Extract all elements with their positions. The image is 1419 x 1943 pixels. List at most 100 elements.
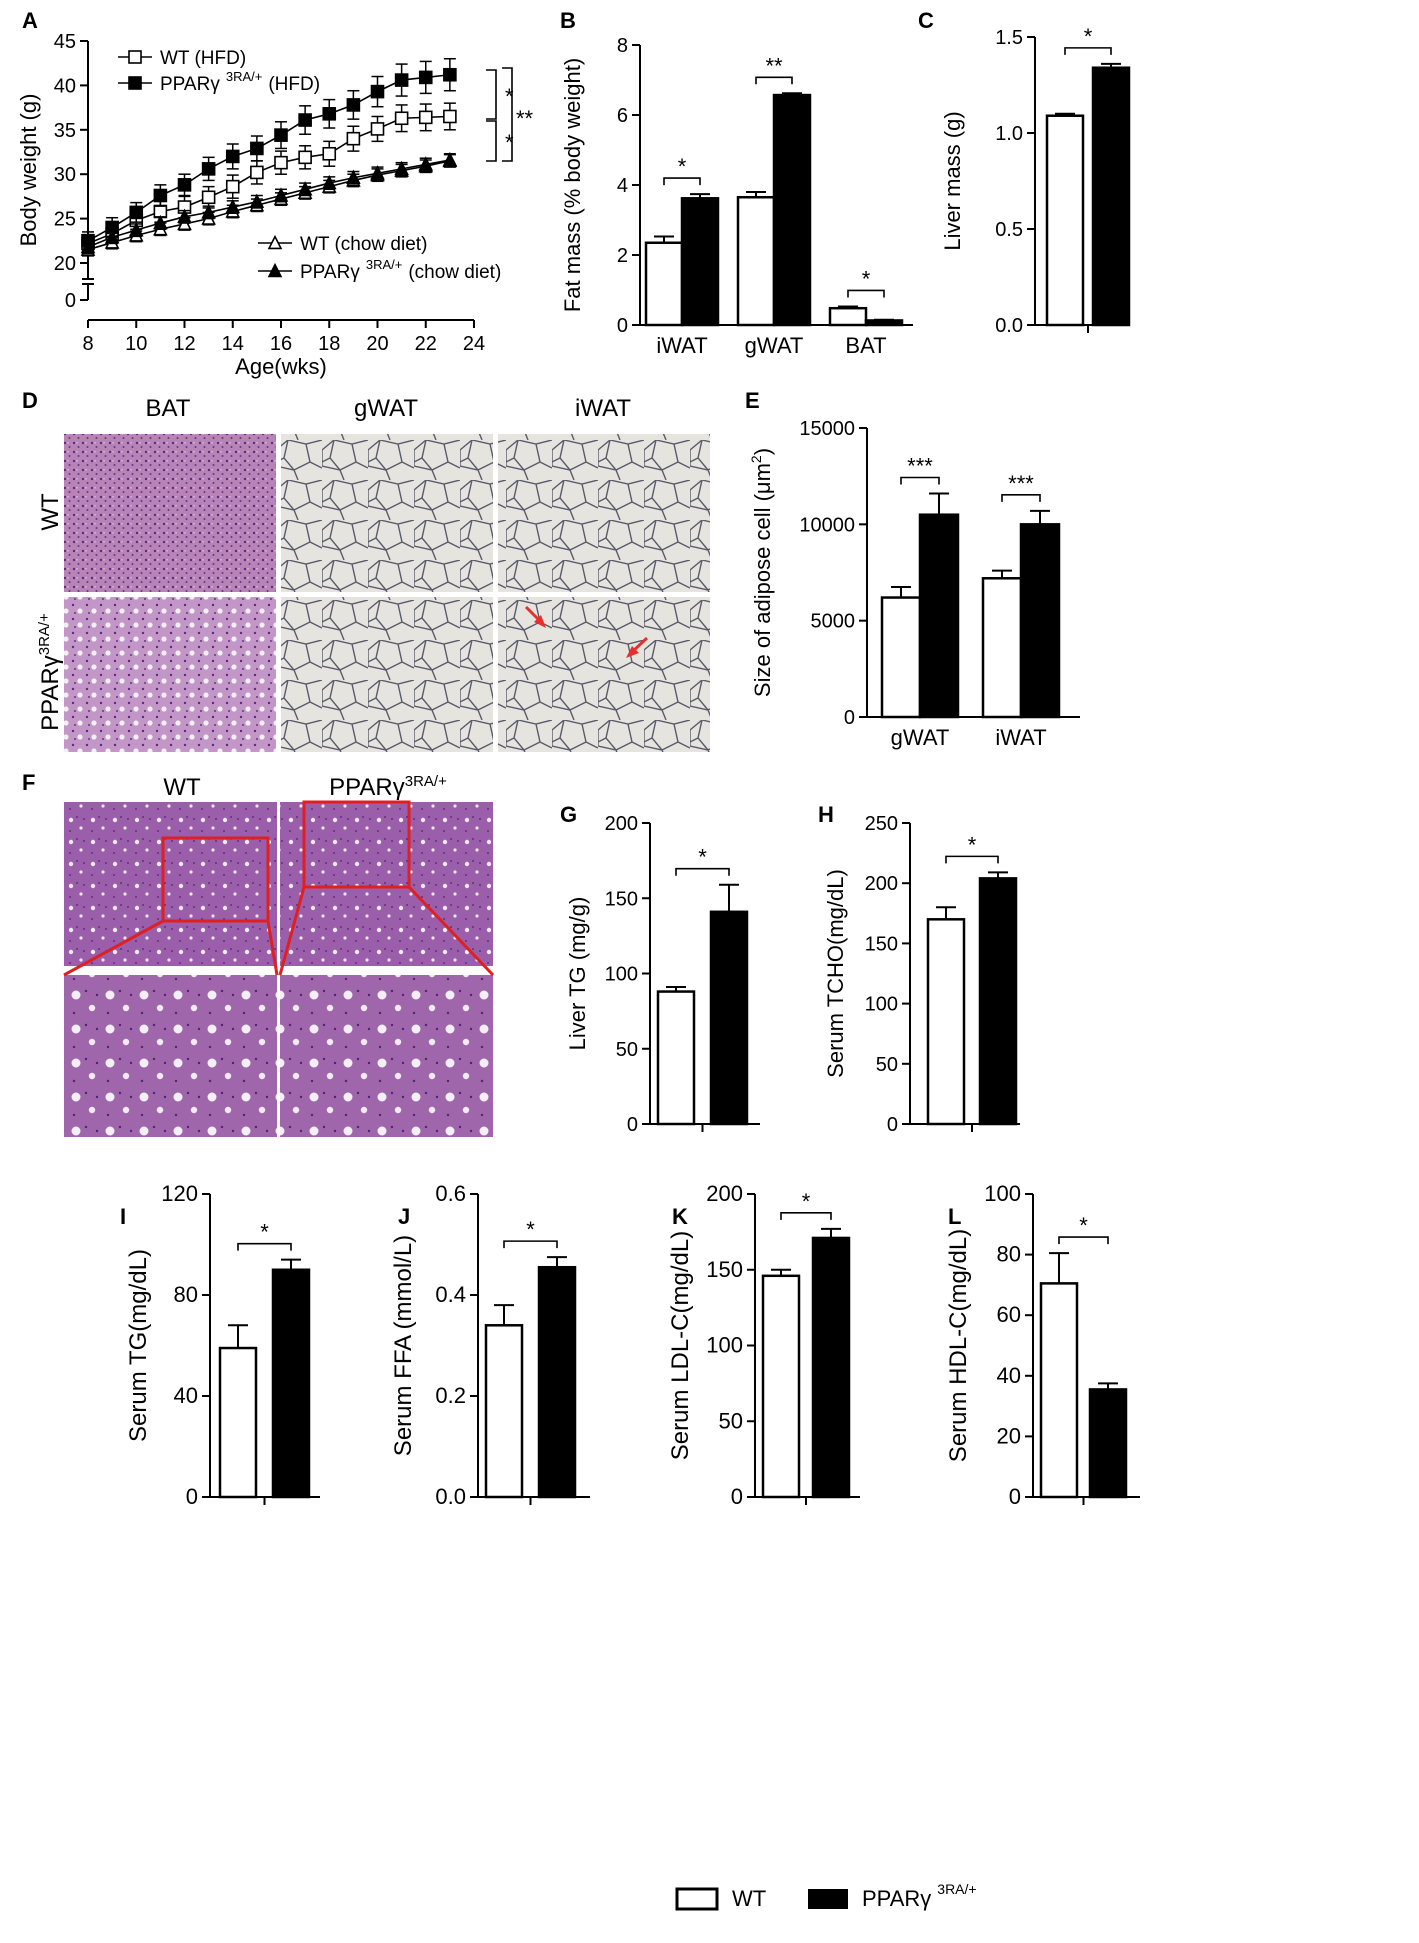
x-tick-label: gWAT: [891, 725, 950, 750]
y-axis-label: Fat mass (% body weight): [560, 58, 585, 312]
bar-wt: [828, 306, 868, 327]
data-point: [297, 181, 313, 196]
zoom-line: [407, 885, 495, 977]
legend-label-mutant-name: PPARγ: [862, 1886, 931, 1911]
y-tick-label: 200: [605, 813, 638, 835]
data-point: [177, 208, 192, 224]
y-tick-label: 0: [65, 290, 76, 312]
y-tick-label: 0: [1009, 1484, 1021, 1509]
x-axis-label: Age(wks): [235, 354, 327, 379]
x-tick-label: 22: [415, 333, 437, 355]
data-point: [418, 110, 433, 125]
data-point: [249, 193, 265, 208]
y-tick-label: 150: [706, 1257, 743, 1282]
y-tick-label: 200: [706, 1181, 743, 1206]
significance-mark: *: [802, 1189, 811, 1214]
histology-iwat-wt: [498, 434, 710, 592]
adipose-cell-size-bar-chart: 0 5000 10000 15000 Size of adipose cell (μm2…: [748, 418, 1080, 750]
bar-wt: [484, 1324, 524, 1499]
y-tick-label: 60: [997, 1302, 1021, 1327]
histology-iwat-mutant: [498, 597, 710, 752]
zoom-line: [278, 886, 306, 976]
panel-label-k: K: [672, 1204, 688, 1229]
data-point: [394, 73, 409, 87]
y-tick-label: 150: [605, 888, 638, 910]
data-point: [370, 84, 385, 99]
panel-label-c: C: [918, 8, 934, 33]
serum-tcho-bar-chart: 0 50 100 150 200 250 Serum TCHO(mg/dL) *: [823, 813, 1020, 1136]
data-point: [321, 174, 337, 190]
legend-label-name: WT (HFD): [160, 48, 246, 69]
d-col-label-bat: BAT: [146, 395, 191, 422]
shared-legend: WT PPARγ 3RA/+: [675, 1881, 977, 1911]
y-axis-label-text: Size of adipose cell (μm: [750, 463, 775, 697]
d-row-label-mutant-sup: 3RA/+: [36, 613, 53, 655]
bar-mutant: [271, 1268, 311, 1499]
y-tick-label: 0.4: [435, 1282, 466, 1307]
data-point: [225, 149, 240, 164]
y-axis-label: Body weight (g): [16, 94, 41, 247]
significance-mark: **: [516, 106, 534, 131]
y-tick-label: 150: [865, 933, 898, 955]
y-tick-label: 0: [731, 1484, 743, 1509]
y-tick-label: 0.0: [995, 315, 1023, 337]
x-tick-label: 12: [173, 333, 195, 355]
significance-mark: ***: [1008, 471, 1034, 496]
liver-zoom-wt: [64, 975, 277, 1137]
y-axis-label: Liver mass (g): [940, 111, 965, 250]
red-arrow-icon: [626, 636, 649, 658]
data-point: [394, 111, 409, 126]
panel-label-a: A: [22, 8, 38, 33]
serum-hdl-bar-chart: 0 20 40 60 80 100 Serum HDL-C(mg/dL) *: [945, 1181, 1140, 1509]
data-point: [322, 146, 337, 161]
data-point: [322, 107, 337, 121]
x-tick-label: 20: [366, 333, 388, 355]
liver-mass-bar-chart: 0.0 0.5 1.0 1.5 Liver mass (g) *: [940, 24, 1131, 337]
data-point: [273, 187, 289, 202]
y-tick-label: 15000: [799, 418, 855, 440]
series-line: [87, 115, 450, 245]
data-point: [346, 169, 361, 184]
bar-wt: [656, 990, 696, 1126]
y-axis-label-sup: 2: [748, 455, 764, 463]
legend-label-sup: 3RA/+: [226, 69, 263, 84]
y-axis-label: Serum FFA (mmol/L): [390, 1235, 417, 1456]
y-tick-label: 50: [616, 1039, 638, 1061]
series-line: [87, 160, 451, 251]
data-point: [394, 160, 409, 176]
y-tick-label: 35: [54, 120, 76, 142]
legend-label-name: WT (chow diet): [300, 234, 427, 255]
y-tick-label: 100: [984, 1181, 1021, 1206]
significance-mark: *: [505, 130, 514, 155]
legend-swatch-wt: [675, 1887, 719, 1911]
significance-mark: *: [862, 266, 871, 291]
bar-wt: [736, 196, 776, 327]
significance-bracket: [780, 1212, 832, 1220]
significance-bracket: [486, 120, 497, 162]
y-tick-label: 0: [887, 1114, 898, 1136]
histology-gwat-wt: [281, 434, 493, 592]
significance-mark: *: [526, 1217, 535, 1242]
y-tick-label: 80: [174, 1282, 198, 1307]
y-tick-label: 1.0: [995, 123, 1023, 145]
significance-bracket: [847, 289, 885, 298]
d-row-label-wt: WT: [37, 493, 64, 531]
significance-mark: ***: [907, 454, 933, 479]
f-col-label-mutant-name: PPARγ: [329, 774, 405, 801]
y-tick-label: 200: [865, 873, 898, 895]
x-tick-label: 24: [463, 333, 485, 355]
data-point: [250, 165, 264, 180]
bar-mutant: [709, 910, 749, 1126]
histology-panel-f: WT PPARγ3RA/+: [63, 773, 495, 1137]
data-point: [370, 165, 385, 180]
y-tick-label: 25: [54, 209, 76, 231]
data-point: [201, 162, 216, 176]
y-tick-label: 30: [54, 164, 76, 186]
x-tick-label: 18: [318, 333, 340, 355]
bar-wt: [880, 596, 922, 719]
y-tick-label: 0.6: [435, 1181, 466, 1206]
data-point: [346, 131, 361, 146]
f-col-label-wt: WT: [163, 774, 201, 801]
bar-mutant: [864, 319, 904, 327]
